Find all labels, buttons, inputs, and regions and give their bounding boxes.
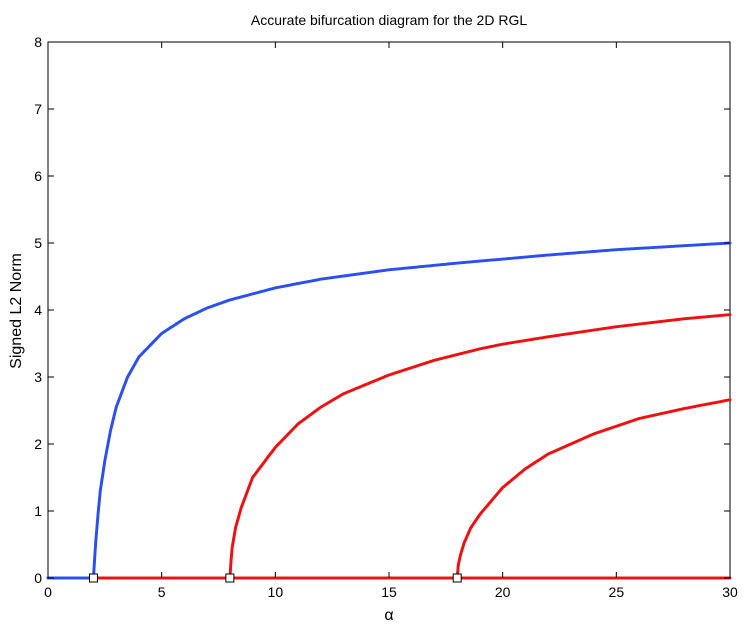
x-tick-label: 5: [158, 584, 166, 600]
series-4: [455, 398, 732, 580]
y-axis: 0 1 2 3 4 5 6 7 8: [34, 34, 730, 586]
series-1: [46, 241, 732, 580]
chart-title: Accurate bifurcation diagram for the 2D …: [251, 12, 527, 28]
x-tick-label: 25: [609, 584, 625, 600]
y-tick-label: 3: [34, 369, 42, 385]
x-tick-label: 0: [44, 584, 52, 600]
data-point: [728, 398, 732, 402]
y-tick-label: 2: [34, 436, 42, 452]
bifurcation-marker: [225, 573, 235, 583]
bifurcation-markers: [88, 573, 462, 583]
series-3: [228, 313, 732, 580]
bifurcation-marker: [452, 573, 462, 583]
bifurcation-marker: [88, 573, 98, 583]
series-2: [91, 576, 732, 580]
data-point: [728, 313, 732, 317]
y-tick-label: 8: [34, 34, 42, 50]
y-tick-label: 1: [34, 503, 42, 519]
y-tick-label: 0: [34, 570, 42, 586]
plot-area: [46, 41, 732, 583]
y-tick-label: 6: [34, 168, 42, 184]
x-tick-label: 15: [381, 584, 397, 600]
x-tick-label: 10: [268, 584, 284, 600]
plot-frame: [47, 41, 731, 579]
y-tick-label: 7: [34, 101, 42, 117]
x-tick-label: 20: [495, 584, 511, 600]
x-tick-label: 30: [722, 584, 738, 600]
y-tick-label: 5: [34, 235, 42, 251]
y-tick-label: 4: [34, 302, 42, 318]
x-axis-label: α: [384, 607, 393, 624]
x-axis: 0 5 10 15 20 25 30: [44, 42, 738, 600]
y-axis-label: Signed L2 Norm: [8, 253, 25, 369]
